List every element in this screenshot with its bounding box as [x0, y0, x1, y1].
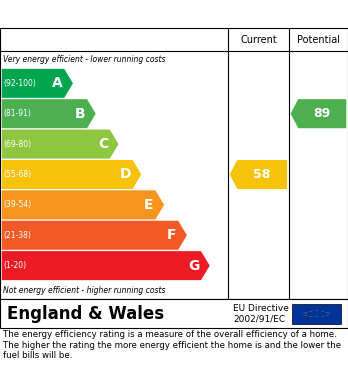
Polygon shape	[2, 190, 164, 219]
Text: 89: 89	[313, 107, 331, 120]
Polygon shape	[2, 251, 210, 280]
Text: Current: Current	[240, 35, 277, 45]
Text: B: B	[75, 107, 85, 121]
Text: A: A	[52, 76, 63, 90]
Text: Potential: Potential	[297, 35, 340, 45]
Polygon shape	[2, 99, 96, 128]
Text: The energy efficiency rating is a measure of the overall efficiency of a home. T: The energy efficiency rating is a measur…	[3, 330, 342, 360]
Text: C: C	[98, 137, 108, 151]
Text: Not energy efficient - higher running costs: Not energy efficient - higher running co…	[3, 286, 166, 295]
Polygon shape	[230, 160, 287, 189]
Text: (55-68): (55-68)	[3, 170, 32, 179]
Text: F: F	[167, 228, 176, 242]
Text: Very energy efficient - lower running costs: Very energy efficient - lower running co…	[3, 56, 166, 65]
Text: G: G	[188, 258, 199, 273]
Polygon shape	[2, 221, 187, 250]
Text: E: E	[144, 198, 154, 212]
Text: (81-91): (81-91)	[3, 109, 31, 118]
Text: EU Directive
2002/91/EC: EU Directive 2002/91/EC	[233, 304, 289, 323]
Polygon shape	[2, 69, 73, 98]
Bar	[292, 303, 341, 324]
Text: (21-38): (21-38)	[3, 231, 31, 240]
Polygon shape	[308, 316, 313, 317]
Polygon shape	[320, 316, 325, 317]
Text: (92-100): (92-100)	[3, 79, 36, 88]
Text: England & Wales: England & Wales	[7, 305, 164, 323]
Polygon shape	[325, 315, 330, 316]
Text: (1-20): (1-20)	[3, 261, 26, 270]
Text: (39-54): (39-54)	[3, 200, 32, 209]
Text: (69-80): (69-80)	[3, 140, 32, 149]
Polygon shape	[303, 315, 309, 316]
Polygon shape	[314, 310, 319, 311]
Polygon shape	[291, 99, 346, 128]
Polygon shape	[2, 160, 141, 189]
Text: D: D	[119, 167, 131, 181]
Text: Energy Efficiency Rating: Energy Efficiency Rating	[69, 7, 279, 22]
Text: 58: 58	[253, 168, 270, 181]
Polygon shape	[2, 129, 119, 159]
